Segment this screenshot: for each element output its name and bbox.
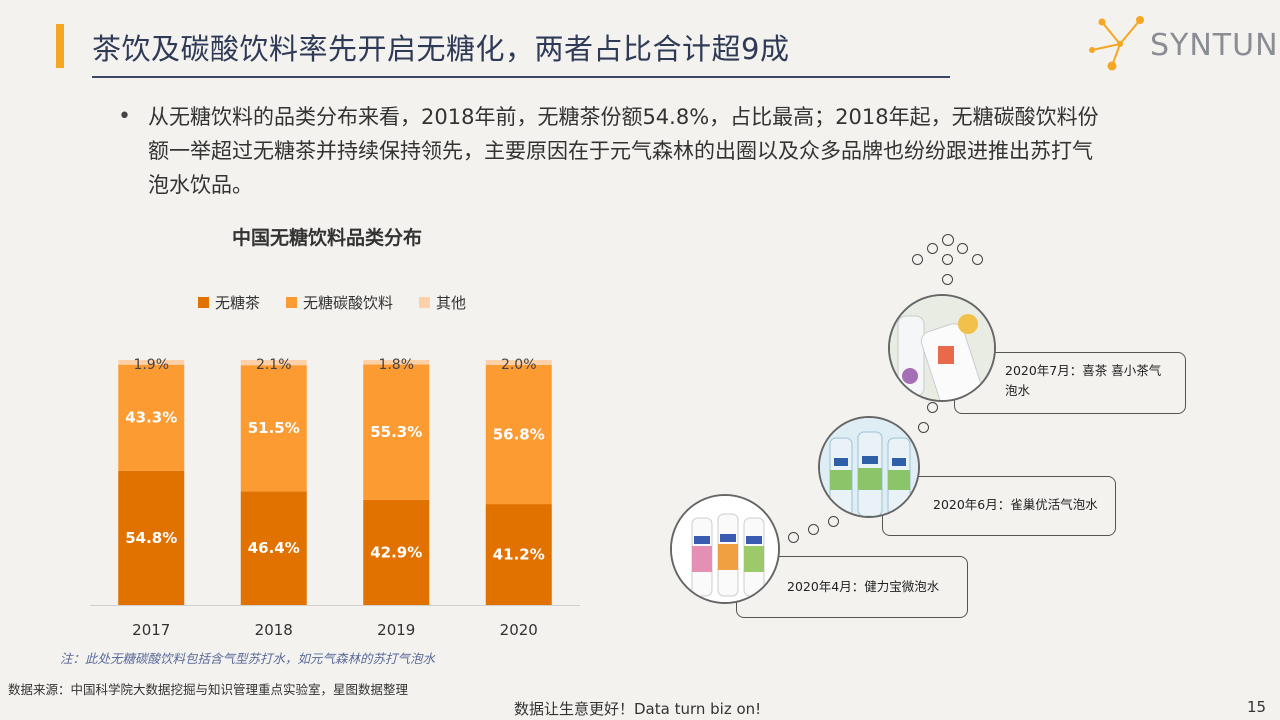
bar-segment: [485, 364, 552, 505]
data-label: 46.4%: [248, 539, 300, 557]
page-number: 15: [1247, 698, 1267, 716]
x-tick-label: 2017: [132, 621, 170, 639]
bullet-line: 额一举超过无糖茶并持续保持领先，主要原因在于元气森林的出圈以及众多品牌也纷纷跟进…: [148, 139, 1093, 163]
bottle-photo-icon: [818, 416, 920, 518]
bubble-dot: [942, 234, 954, 246]
bar-segment: [118, 364, 185, 471]
page-title: 茶饮及碳酸饮料率先开启无糖化，两者占比合计超9成: [92, 32, 790, 66]
data-label: 43.3%: [125, 409, 177, 427]
bottle-photo-icon: [888, 294, 996, 402]
bubble-dot: [912, 254, 923, 265]
data-source: 数据来源：中国科学院大数据挖掘与知识管理重点实验室，星图数据整理: [8, 682, 409, 697]
bubble-dot: [942, 254, 953, 265]
legend-label: 无糖碳酸饮料: [303, 294, 394, 312]
bubble-dot: [927, 243, 938, 254]
bullet-line: 从无糖饮料的品类分布来看，2018年前，无糖茶份额54.8%，占比最高；2018…: [148, 105, 1099, 129]
bullet-line: 泡水饮品。: [148, 173, 253, 197]
legend-swatch: [419, 297, 431, 308]
data-label: 2.1%: [256, 357, 292, 373]
callout-text: 2020年4月：健力宝微泡水: [787, 579, 940, 594]
data-label: 54.8%: [125, 529, 177, 547]
timeline-callout: 2020年6月：雀巢优活气泡水: [882, 476, 1116, 536]
syntun-logo-icon: [1089, 16, 1144, 71]
bottle-photo-icon: [670, 494, 780, 604]
bubble-dot: [972, 254, 983, 265]
stacked-bar-chart: 54.8% 43.3% 1.9% 2017 46.4% 51.5% 2.1% 2018 42.9…: [90, 357, 580, 639]
bar-segment: [485, 360, 552, 365]
bullet-paragraph: 从无糖饮料的品类分布来看，2018年前，无糖茶份额54.8%，占比最高；2018…: [148, 100, 1238, 202]
bubble-dot: [808, 524, 819, 535]
x-tick-label: 2020: [500, 621, 538, 639]
callout-text: 2020年6月：雀巢优活气泡水: [933, 497, 1098, 512]
bar-segment: [240, 365, 307, 492]
title-divider: [92, 76, 950, 78]
data-label: 1.8%: [378, 357, 414, 373]
callout-text: 2020年7月：喜茶 喜小茶气: [1005, 363, 1162, 378]
chart-legend: 无糖茶 无糖碳酸饮料 其他: [198, 292, 492, 313]
bubble-dot: [942, 274, 953, 285]
bubble-dot: [927, 402, 938, 413]
bar-segment: [363, 360, 430, 365]
legend-swatch: [286, 297, 298, 308]
footer-slogan: 数据让生意更好！Data turn biz on!: [514, 700, 762, 718]
legend-item: 其他: [419, 292, 466, 313]
data-label: 42.9%: [370, 543, 422, 561]
x-tick-label: 2019: [377, 621, 415, 639]
bubble-dot: [957, 243, 968, 254]
legend-label: 无糖茶: [215, 294, 261, 312]
chart-note: 注：此处无糖碳酸饮料包括含气型苏打水，如元气森林的苏打气泡水: [60, 651, 436, 666]
bubble-dot: [918, 422, 929, 433]
bar-segment: [363, 364, 430, 500]
callout-text: 泡水: [1005, 383, 1031, 398]
bubble-dot: [828, 516, 839, 527]
title-accent-bar: [56, 24, 64, 68]
bar-segment: [363, 499, 430, 605]
bullet-icon: •: [118, 104, 131, 129]
data-label: 55.3%: [370, 423, 422, 441]
bar-segment: [240, 360, 307, 366]
bar-segment: [240, 491, 307, 605]
data-label: 41.2%: [493, 546, 545, 564]
logo-text: SYNTUN: [1150, 28, 1279, 63]
legend-swatch: [198, 297, 209, 308]
legend-item: 无糖碳酸饮料: [286, 292, 393, 313]
bar-segment: [485, 504, 552, 605]
data-label: 2.0%: [501, 357, 537, 373]
x-tick-label: 2018: [255, 621, 293, 639]
data-label: 51.5%: [248, 419, 300, 437]
chart-title: 中国无糖饮料品类分布: [232, 227, 423, 249]
bar-segment: [118, 470, 185, 605]
bar-segment: [118, 360, 185, 365]
bubble-dot: [788, 532, 799, 543]
legend-item: 无糖茶: [198, 292, 260, 313]
legend-label: 其他: [436, 294, 467, 312]
data-label: 56.8%: [493, 425, 545, 443]
data-label: 1.9%: [133, 357, 169, 373]
